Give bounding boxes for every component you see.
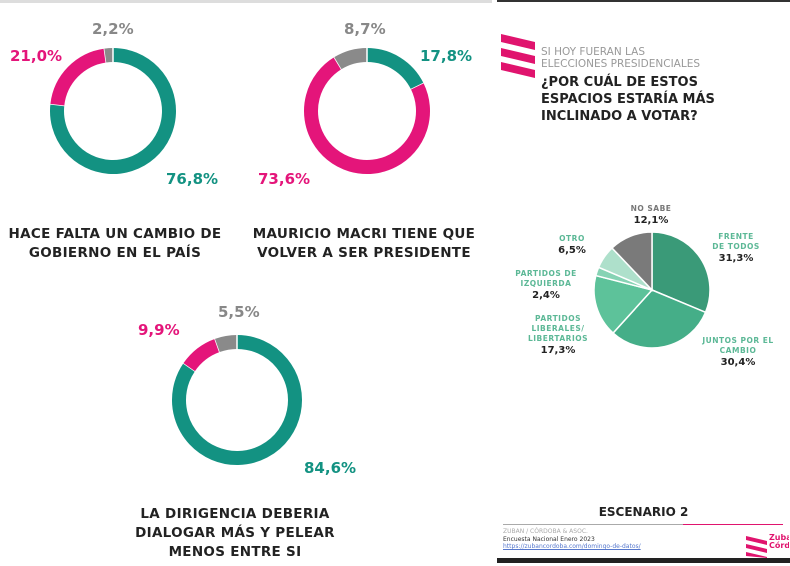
donut2-segment-1: [304, 57, 430, 174]
question-subtitle: SI HOY FUERAN LAS ELECCIONES PRESIDENCIA…: [541, 46, 700, 70]
brand-logo-icon: [501, 34, 535, 78]
donut1-pink-label: 21,0%: [10, 47, 63, 65]
pie-slice-5: [610, 231, 653, 292]
donut2-grey-label: 8,7%: [344, 20, 386, 38]
donut1-grey-label: 2,2%: [92, 20, 134, 38]
donut3-caption: LA DIRIGENCIA DEBERIA DIALOGAR MÁS Y PEL…: [135, 506, 335, 560]
donut3-segment-1: [183, 338, 221, 372]
pie-label-otro: OTRO 6,5%: [558, 234, 586, 256]
donut3-grey-label: 5,5%: [218, 303, 260, 321]
pie-slice-0: [651, 231, 711, 314]
pie-slice-2: [593, 274, 654, 335]
donut1-caption: HACE FALTA UN CAMBIO DE GOBIERNO EN EL P…: [8, 226, 222, 261]
pie-label-juntos: JUNTOS POR EL CAMBIO 30,4%: [702, 336, 774, 368]
pie-label-frente: FRENTE DE TODOS 31,3%: [712, 232, 760, 264]
pie-slice-1: [612, 289, 707, 349]
footer-logo-icon: [746, 536, 767, 558]
pie-chart: [593, 231, 711, 349]
donut3-segment-2: [214, 335, 238, 353]
right-panel: SI HOY FUERAN LAS ELECCIONES PRESIDENCIA…: [497, 0, 790, 563]
footer-brand: Zuban Córdoba: [769, 534, 789, 550]
donut3-green-label: 84,6%: [304, 459, 357, 477]
donut2-green-label: 17,8%: [420, 47, 473, 65]
scenario-label: ESCENARIO 2: [598, 505, 689, 519]
divider: [503, 524, 683, 525]
donut2-segment-0: [366, 48, 424, 90]
donut1-segment-0: [50, 48, 176, 174]
left-panel: 76,8% 21,0% 2,2% HACE FALTA UN CAMBIO DE…: [0, 0, 492, 560]
pie-label-liberales: PARTIDOS LIBERALES/ LIBERTARIOS 17,3%: [527, 314, 589, 356]
footer: ZUBAN / CÓRDOBA & ASOC. Encuesta Naciona…: [503, 528, 641, 551]
donut1-segment-1: [50, 48, 107, 106]
footer-survey: Encuesta Nacional Enero 2023: [503, 535, 595, 543]
donut1-segment-2: [104, 48, 114, 63]
footer-link[interactable]: https://zubancordoba.com/domingo-de-dato…: [503, 543, 641, 550]
donut2-pink-label: 73,6%: [258, 170, 311, 188]
footer-source: ZUBAN / CÓRDOBA & ASOC.: [503, 528, 588, 535]
question-title: ¿POR CUÁL DE ESTOS ESPACIOS ESTARÍA MÁS …: [541, 75, 715, 124]
donut3-segment-0: [172, 335, 302, 465]
donut2-segment-2: [334, 48, 368, 70]
donut2-caption: MAURICIO MACRI TIENE QUE VOLVER A SER PR…: [252, 226, 476, 261]
pie-label-izquierda: PARTIDOS DE IZQUIERDA 2,4%: [515, 269, 577, 301]
pie-label-no-sabe: NO SABE 12,1%: [630, 204, 672, 226]
divider-accent: [683, 524, 783, 525]
donut3-pink-label: 9,9%: [138, 321, 180, 339]
donut-charts: [49, 47, 430, 465]
donut1-green-label: 76,8%: [166, 170, 219, 188]
donut1-separator-1: [103, 47, 108, 64]
